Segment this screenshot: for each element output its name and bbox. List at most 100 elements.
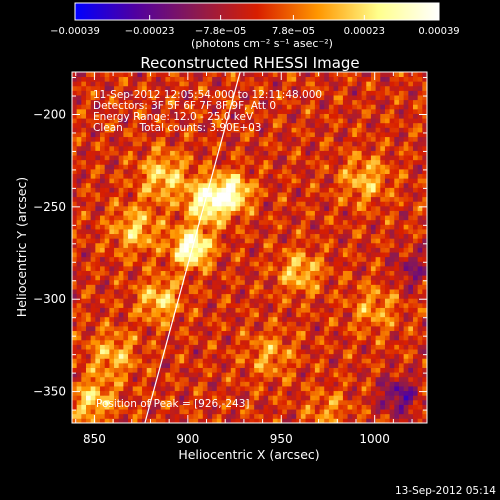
heatmap-cell bbox=[212, 99, 218, 105]
heatmap-cell bbox=[146, 316, 152, 322]
heatmap-cell bbox=[137, 173, 143, 179]
heatmap-cell bbox=[286, 367, 292, 373]
heatmap-cell bbox=[72, 113, 78, 119]
heatmap-cell bbox=[128, 307, 134, 313]
heatmap-cell bbox=[296, 409, 302, 415]
heatmap-cell bbox=[137, 224, 143, 230]
heatmap-cell bbox=[356, 284, 362, 290]
heatmap-cell bbox=[137, 386, 143, 392]
heatmap-cell bbox=[216, 108, 222, 114]
heatmap-cell bbox=[314, 330, 320, 336]
heatmap-cell bbox=[333, 298, 339, 304]
heatmap-cell bbox=[277, 229, 283, 235]
heatmap-cell bbox=[328, 353, 334, 359]
heatmap-cell bbox=[174, 256, 180, 262]
heatmap-cell bbox=[282, 275, 288, 281]
heatmap-cell bbox=[137, 210, 143, 216]
heatmap-cell bbox=[328, 215, 334, 221]
heatmap-cell bbox=[366, 229, 372, 235]
heatmap-cell bbox=[314, 219, 320, 225]
heatmap-cell bbox=[319, 270, 325, 276]
heatmap-cell bbox=[174, 122, 180, 128]
heatmap-cell bbox=[128, 215, 134, 221]
heatmap-cell bbox=[305, 81, 311, 87]
heatmap-cell bbox=[212, 90, 218, 96]
heatmap-cell bbox=[160, 113, 166, 119]
heatmap-cell bbox=[114, 335, 120, 341]
heatmap-cell bbox=[156, 307, 162, 313]
heatmap-cell bbox=[104, 215, 110, 221]
heatmap-cell bbox=[165, 256, 171, 262]
heatmap-cell bbox=[123, 141, 129, 147]
heatmap-cell bbox=[282, 215, 288, 221]
heatmap-cell bbox=[132, 395, 138, 401]
heatmap-cell bbox=[272, 270, 278, 276]
heatmap-cell bbox=[258, 339, 264, 345]
heatmap-cell bbox=[100, 326, 106, 332]
heatmap-cell bbox=[72, 201, 78, 207]
heatmap-cell bbox=[212, 159, 218, 165]
heatmap-cell bbox=[151, 289, 157, 295]
heatmap-cell bbox=[352, 95, 358, 101]
heatmap-cell bbox=[370, 362, 377, 368]
heatmap-cell bbox=[104, 302, 110, 308]
heatmap-cell bbox=[100, 187, 106, 193]
heatmap-cell bbox=[352, 261, 358, 267]
heatmap-cell bbox=[137, 372, 143, 378]
heatmap-cell bbox=[146, 353, 152, 359]
heatmap-cell bbox=[81, 168, 87, 175]
heatmap-cell bbox=[160, 164, 166, 170]
heatmap-cell bbox=[361, 85, 367, 91]
heatmap-cell bbox=[319, 252, 325, 258]
heatmap-cell bbox=[202, 418, 208, 423]
heatmap-cell bbox=[81, 187, 87, 193]
heatmap-cell bbox=[179, 224, 185, 230]
heatmap-cell bbox=[202, 293, 208, 299]
heatmap-cell bbox=[142, 372, 148, 378]
heatmap-cell bbox=[258, 390, 264, 396]
heatmap-cell bbox=[90, 122, 96, 128]
heatmap-cell bbox=[109, 76, 115, 82]
heatmap-cell bbox=[342, 76, 348, 82]
heatmap-cell bbox=[342, 224, 348, 230]
heatmap-cell bbox=[132, 358, 138, 364]
heatmap-cell bbox=[132, 113, 138, 119]
heatmap-cell bbox=[370, 72, 377, 78]
heatmap-cell bbox=[338, 321, 344, 327]
heatmap-cell bbox=[123, 279, 129, 285]
heatmap-cell bbox=[179, 399, 185, 405]
heatmap-cell bbox=[333, 90, 339, 96]
heatmap-cell bbox=[86, 72, 92, 78]
heatmap-cell bbox=[100, 224, 106, 230]
heatmap-cell bbox=[291, 201, 297, 207]
heatmap-cell bbox=[114, 168, 120, 175]
heatmap-cell bbox=[165, 113, 171, 119]
heatmap-cell bbox=[338, 192, 344, 198]
heatmap-cell bbox=[296, 247, 302, 253]
heatmap-cell bbox=[160, 72, 166, 78]
heatmap-cell bbox=[123, 113, 129, 119]
heatmap-cell bbox=[198, 159, 204, 165]
heatmap-cell bbox=[338, 224, 344, 230]
heatmap-cell bbox=[352, 409, 358, 415]
heatmap-cell bbox=[165, 150, 171, 156]
heatmap-cell bbox=[95, 150, 101, 156]
heatmap-cell bbox=[268, 404, 274, 410]
heatmap-cell bbox=[268, 252, 274, 258]
heatmap-cell bbox=[81, 390, 87, 396]
heatmap-cell bbox=[291, 358, 297, 364]
heatmap-cell bbox=[174, 182, 180, 188]
heatmap-cell bbox=[361, 150, 367, 156]
heatmap-cell bbox=[263, 372, 269, 378]
heatmap-cell bbox=[118, 353, 124, 359]
heatmap-cell bbox=[226, 238, 232, 244]
heatmap-cell bbox=[244, 307, 250, 313]
heatmap-cell bbox=[137, 90, 143, 96]
heatmap-cell bbox=[207, 201, 213, 207]
heatmap-cell bbox=[212, 326, 218, 332]
heatmap-cell bbox=[137, 238, 143, 244]
heatmap-cell bbox=[347, 293, 353, 299]
heatmap-cell bbox=[226, 196, 232, 202]
heatmap-cell bbox=[170, 224, 176, 230]
heatmap-cell bbox=[193, 293, 199, 299]
